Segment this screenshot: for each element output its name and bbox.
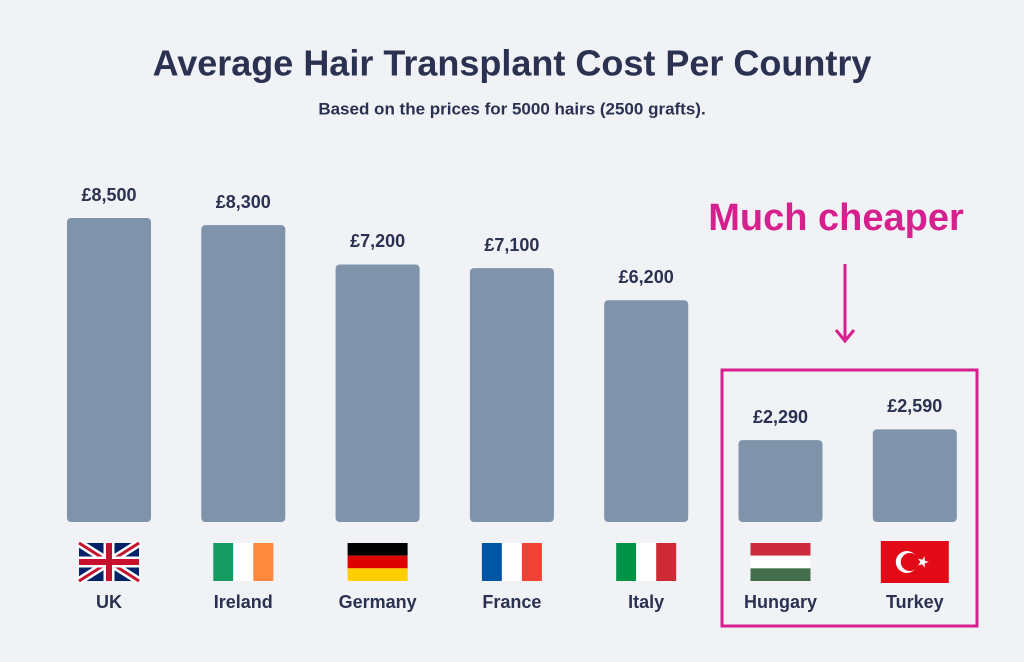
x-tick-label: France [482,592,541,612]
bar [67,218,151,522]
value-label: £7,100 [484,235,539,255]
annotation: Much cheaper [708,197,964,239]
highlight-box [720,368,979,628]
bar [335,264,420,522]
value-label: £8,300 [216,192,271,212]
flag-cross [79,543,139,581]
flag-stripe [616,543,637,581]
value-label: £2,590 [887,396,942,416]
value-label: £8,500 [81,185,136,205]
flag-stripe [481,543,502,581]
value-label: £6,200 [619,267,674,287]
x-tick-label: Turkey [886,592,944,612]
flag [481,543,542,581]
flag-stripe [347,555,408,569]
chart-title: Average Hair Transplant Cost Per Country [153,43,872,84]
x-tick-label: Germany [339,592,417,612]
x-tick-label: Ireland [214,592,273,612]
flag [880,541,949,583]
flag-stripe [521,543,542,581]
flag-star [917,556,929,568]
bar [201,225,286,522]
flag [213,543,274,581]
flag-stripe [750,543,811,556]
bar [738,440,823,522]
bar [469,268,554,522]
chart-subtitle: Based on the prices for 5000 hairs (2500… [318,99,705,118]
flag [347,543,408,581]
value-label: £2,290 [753,407,808,427]
flag-stripe [636,543,657,581]
bar [872,429,957,522]
flag [750,543,811,581]
flag [76,539,142,585]
flag-stripe [213,543,234,581]
flag-stripe [253,543,274,581]
x-tick-label: Hungary [744,592,817,612]
flag-stripe [750,568,811,581]
flag-stripe [750,555,811,569]
flag-stripe [347,568,408,581]
flag-crescent [900,553,919,571]
flag-stripe [233,543,254,581]
flag-stripe [501,543,522,581]
flag-stripe [347,543,408,556]
x-tick-label: UK [96,592,122,612]
flag [616,543,677,581]
arrow-head [834,329,856,344]
value-label: £7,200 [350,231,405,251]
x-tick-label: Italy [628,592,664,612]
flag-stripe [656,543,677,581]
bar [604,300,689,522]
